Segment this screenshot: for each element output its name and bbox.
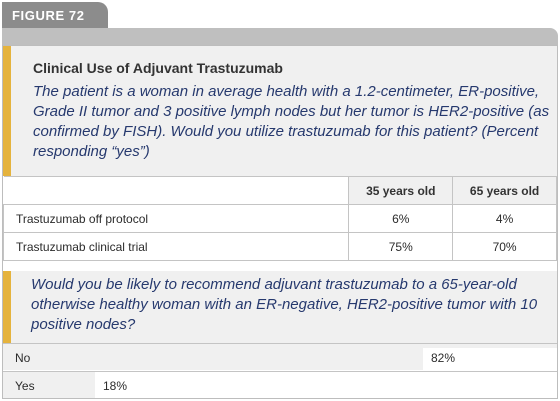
question-1-block: Clinical Use of Adjuvant Trastuzumab The… bbox=[3, 46, 557, 176]
response-label: Yes bbox=[15, 379, 35, 393]
cell-value: 70% bbox=[452, 232, 557, 261]
table-header-row: 35 years old 65 years old bbox=[3, 176, 557, 205]
response-bar-yes bbox=[3, 372, 95, 398]
figure-title: Clinical Use of Adjuvant Trastuzumab bbox=[33, 60, 283, 76]
figure-tab: FIGURE 72 bbox=[2, 2, 108, 28]
cell-value: 4% bbox=[452, 204, 557, 233]
cell-value: 75% bbox=[348, 232, 454, 261]
table-row: Trastuzumab clinical trial 75% 70% bbox=[2, 232, 557, 261]
response-row-yes: Yes 18% bbox=[3, 371, 557, 398]
cell-value: 6% bbox=[348, 204, 454, 233]
column-header-35: 35 years old bbox=[348, 176, 454, 205]
question-1-text: The patient is a woman in average health… bbox=[33, 83, 550, 160]
header-strip bbox=[2, 28, 558, 45]
question-2-text: Would you be likely to recommend adjuvan… bbox=[31, 276, 538, 333]
table-row: Trastuzumab off protocol 6% 4% bbox=[2, 204, 557, 233]
response-bar-no bbox=[3, 344, 423, 370]
column-header-65: 65 years old bbox=[452, 176, 557, 205]
question-2-block: Would you be likely to recommend adjuvan… bbox=[3, 271, 557, 348]
response-value: 18% bbox=[103, 379, 128, 393]
age-comparison-table: 35 years old 65 years old Trastuzumab of… bbox=[2, 176, 557, 261]
row-label: Trastuzumab off protocol bbox=[2, 204, 350, 233]
response-row-no: No 82% bbox=[3, 343, 557, 370]
response-label: No bbox=[15, 351, 31, 365]
table-header-blank bbox=[3, 176, 350, 205]
response-value: 82% bbox=[431, 351, 456, 365]
figure-frame: Clinical Use of Adjuvant Trastuzumab The… bbox=[2, 45, 558, 399]
row-label: Trastuzumab clinical trial bbox=[2, 232, 350, 261]
